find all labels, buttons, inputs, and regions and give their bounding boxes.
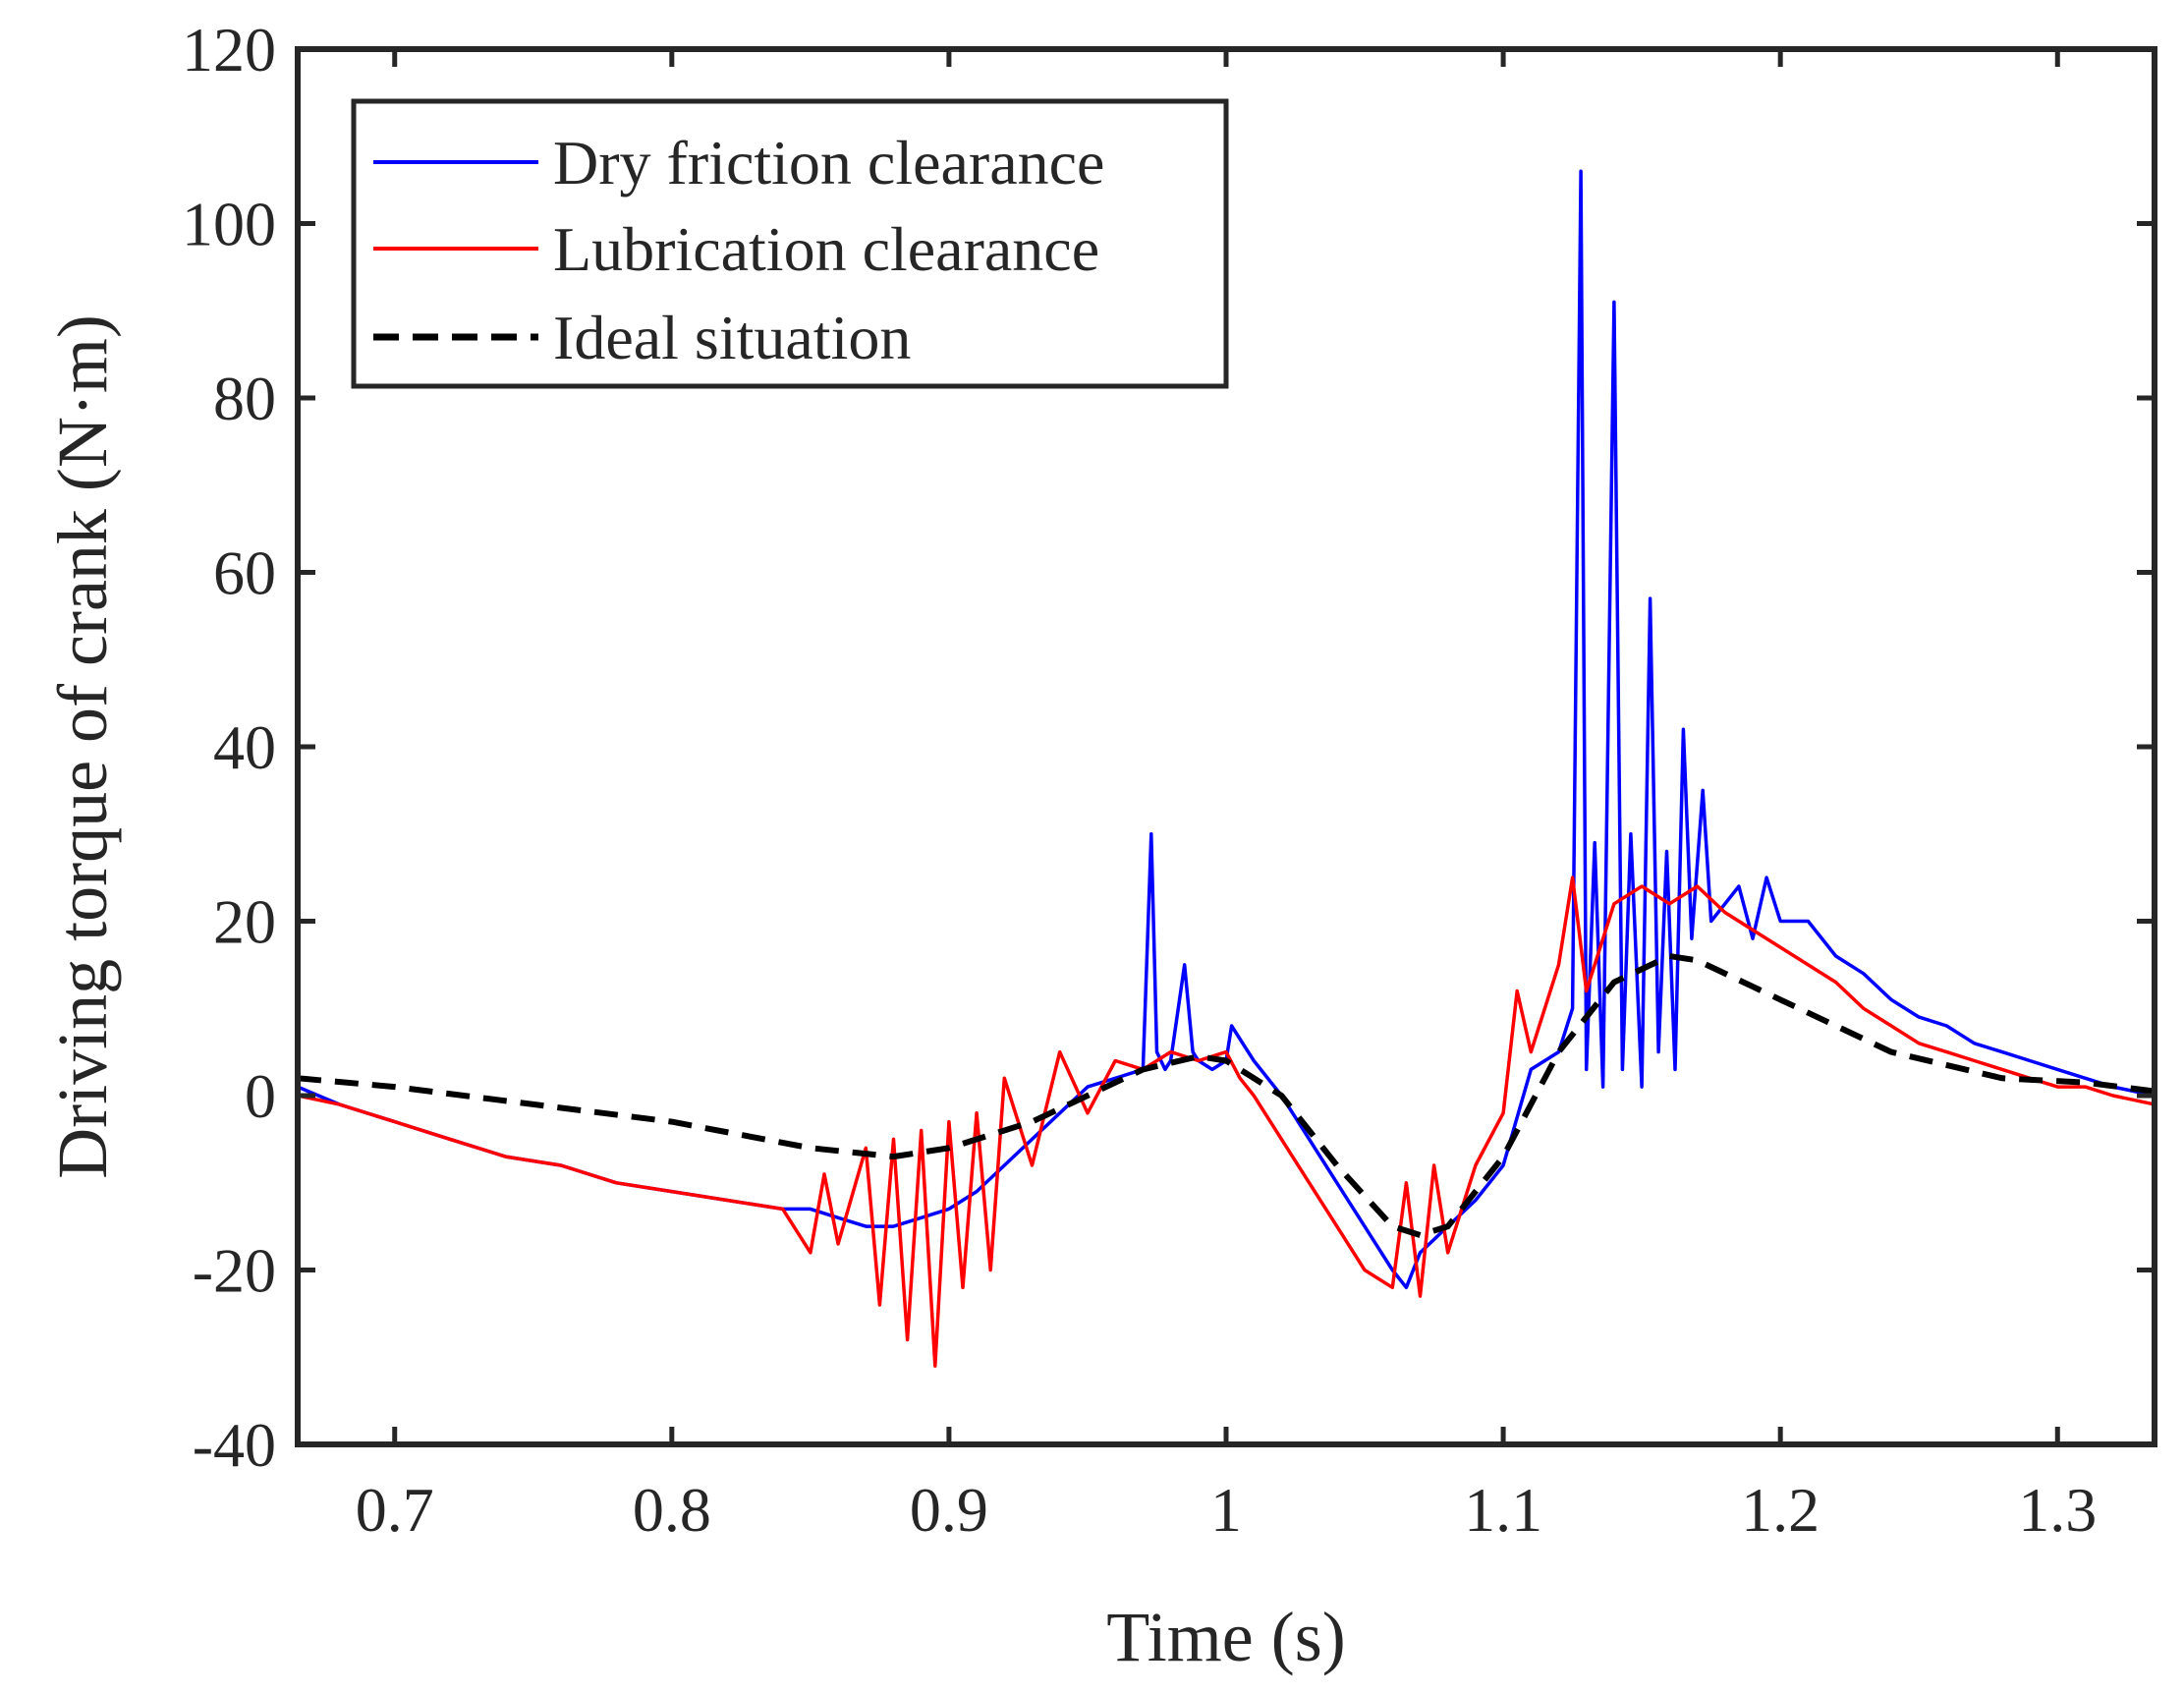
legend-label-lubrication: Lubrication clearance [553, 214, 1099, 284]
legend-label-ideal: Ideal situation [553, 303, 911, 372]
x-ticks: 0.7 0.8 0.9 1 1.1 1.2 1.3 [356, 49, 2097, 1545]
y-tick-label: 60 [213, 538, 276, 608]
legend: Dry friction clearance Lubrication clear… [351, 98, 1229, 389]
y-tick-label: -40 [193, 1410, 276, 1480]
y-ticks: -40 -20 0 20 40 60 80 100 120 [182, 15, 2155, 1480]
x-tick-label: 0.8 [633, 1475, 711, 1545]
y-axis-title: Driving torque of crank (N·m) [43, 314, 122, 1179]
x-tick-label: 1.2 [1741, 1475, 1820, 1545]
y-tick-label: -20 [193, 1236, 276, 1306]
y-tick-label: 0 [245, 1061, 276, 1131]
series-dry-friction-line [297, 169, 2156, 1290]
y-tick-label: 80 [213, 364, 276, 433]
series-ideal-line [297, 953, 2156, 1238]
y-tick-label: 120 [182, 15, 276, 85]
x-axis-title: Time (s) [1106, 1598, 1345, 1676]
x-tick-label: 0.7 [356, 1475, 434, 1545]
x-tick-label: 1 [1210, 1475, 1242, 1545]
x-tick-label: 1.3 [2018, 1475, 2097, 1545]
x-tick-label: 1.1 [1464, 1475, 1542, 1545]
y-tick-label: 40 [213, 712, 276, 782]
plot-lines [297, 169, 2156, 1368]
y-tick-label: 100 [182, 190, 276, 259]
legend-label-dry: Dry friction clearance [553, 128, 1104, 198]
series-lubrication-line [297, 875, 2156, 1368]
x-tick-label: 0.9 [910, 1475, 988, 1545]
y-tick-label: 20 [213, 887, 276, 957]
